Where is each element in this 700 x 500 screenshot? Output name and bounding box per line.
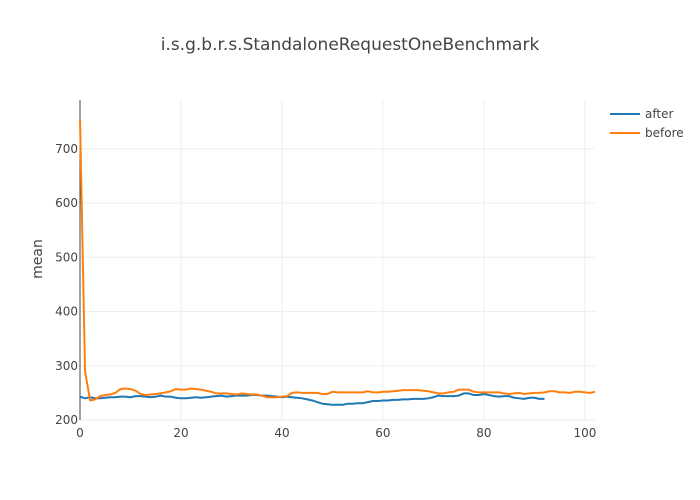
series-lines	[79, 118, 596, 406]
legend-item-before[interactable]: before	[610, 126, 684, 140]
legend-label: after	[645, 107, 673, 121]
legend[interactable]: after before	[610, 107, 684, 140]
y-axis-label: mean	[30, 239, 46, 279]
chart-title: i.s.g.b.r.s.StandaloneRequestOneBenchmar…	[161, 35, 540, 55]
series-line-after	[79, 392, 545, 406]
x-tick-label: 100	[573, 426, 596, 440]
legend-item-after[interactable]: after	[610, 107, 673, 121]
x-tick-labels: 0 20 40 60 80 100	[76, 426, 596, 440]
x-tick-label: 0	[76, 426, 84, 440]
x-tick-label: 80	[476, 426, 491, 440]
y-tick-label: 600	[55, 196, 78, 210]
x-tick-label: 20	[173, 426, 188, 440]
gridlines	[79, 100, 595, 421]
y-tick-label: 200	[55, 413, 78, 427]
x-tick-label: 60	[375, 426, 390, 440]
y-tick-label: 400	[55, 305, 78, 319]
y-tick-label: 300	[55, 359, 78, 373]
y-tick-label: 500	[55, 250, 78, 264]
series-line-before	[79, 118, 596, 402]
y-tick-labels: 200 300 400 500 600 700	[55, 142, 78, 427]
y-tick-label: 700	[55, 142, 78, 156]
x-tick-label: 40	[274, 426, 289, 440]
legend-label: before	[645, 126, 684, 140]
